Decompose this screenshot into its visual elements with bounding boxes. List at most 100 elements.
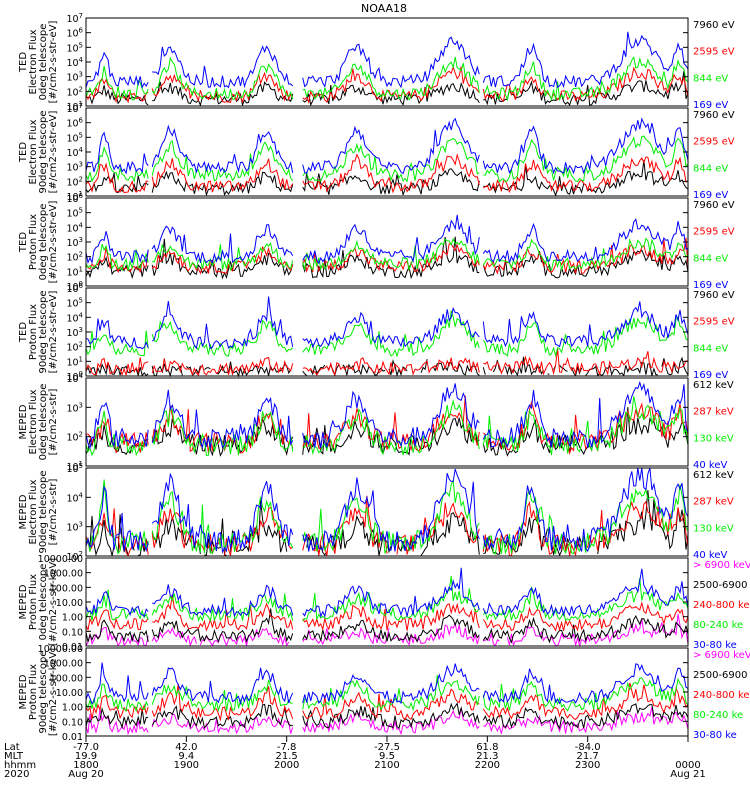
y-tick-label: 103 [66, 326, 83, 339]
y-axis-label-line: Proton Flux [28, 304, 39, 360]
legend-entry: 287 keV [693, 497, 734, 508]
y-tick-label: 105 [66, 41, 83, 54]
series-line-30-80-ke [85, 567, 689, 618]
panel-frame [85, 197, 689, 287]
x-tick-hhmm: 2200 [475, 760, 500, 771]
y-axis-label-line: 90deg telescope [38, 470, 49, 553]
y-tick-label: 101 [66, 355, 83, 368]
x-row-label: Lat [4, 742, 20, 753]
panel-7: 0.010.101.0010.00100.001000.0010000.00ME… [18, 554, 750, 653]
panel-plot-area [85, 31, 689, 107]
x-tick-lat: 42.0 [175, 742, 197, 753]
y-axis-label: MEPED Proton Flux 0deg telescope [#/cm2-s-s… [18, 558, 59, 646]
legend-entry: 612 keV [693, 380, 734, 391]
y-axis-label-line: Proton Flux [28, 214, 39, 270]
x-tick-hhmm: 2300 [575, 760, 600, 771]
legend-entry: 30-80 ke [693, 730, 737, 741]
series-line-844-ev [85, 310, 689, 358]
y-axis-label: TED Proton Flux 0deg telescope [#/cm2-s-str… [18, 201, 59, 284]
y-tick-label: 105 [66, 131, 83, 144]
x-tick-date: Aug 21 [670, 769, 705, 780]
y-tick-label: 102 [66, 341, 83, 354]
y-tick-label: 0.01 [62, 642, 83, 653]
legend-entry: 240-800 ke [693, 600, 750, 611]
series-line-240-800-ke [85, 594, 689, 632]
y-tick-label: 104 [66, 56, 83, 69]
legend-entry: 2500-6900 [693, 580, 748, 591]
legend-entry: 80-240 ke [693, 620, 743, 631]
y-axis-label-line: [#/cm2-s-str] [48, 388, 59, 455]
x-tick-hhmm: 0000 [675, 760, 700, 771]
y-tick-label: 0.01 [62, 732, 83, 743]
y-tick-label: 106 [66, 282, 83, 295]
legend-entry: 7960 eV [693, 200, 735, 211]
y-axis-label-line: [#/cm2-s-str-eV] [48, 201, 59, 284]
x-row-label: hhmm [4, 760, 36, 771]
panel-plot-area [85, 117, 689, 197]
series-line-169-ev [85, 296, 689, 350]
x-tick-lat: -27.5 [374, 742, 400, 753]
y-tick-label: 100.00 [50, 583, 83, 594]
y-tick-label: 102 [66, 431, 83, 444]
y-tick-label: 103 [66, 401, 83, 414]
legend-entry: 287 keV [693, 407, 734, 418]
y-axis-label-line: 90deg telescope [38, 290, 49, 373]
series-line-2595-ev [85, 153, 689, 194]
legend-entry: 612 keV [693, 470, 734, 481]
series-line-2595-ev [85, 65, 689, 104]
x-tick-mlt: 21.3 [476, 751, 498, 762]
y-tick-label: 102 [66, 85, 83, 98]
series-line-287-kev [85, 395, 689, 455]
y-tick-label: 104 [66, 311, 83, 324]
y-axis-label-line: [#/cm2-s-str-eV] [48, 111, 59, 194]
legend-entry: 7960 eV [693, 290, 735, 301]
y-tick-label: 102 [66, 550, 83, 563]
y-axis-label: MEPED Electron Flux 0deg telescope [#/cm2-s… [18, 384, 59, 461]
y-axis-label-line: 0deg telescope [38, 204, 49, 281]
panel-plot-area [85, 467, 689, 557]
y-tick-label: 106 [66, 117, 83, 130]
series-line--6900-kev [85, 614, 689, 648]
y-axis-label-line: [#/cm2-s-str-keV] [48, 558, 59, 646]
x-tick-mlt: 21.7 [577, 751, 599, 762]
y-axis-label-line: 0deg telescope [38, 384, 49, 461]
y-axis-label-line: TED [18, 232, 29, 253]
panel-5: 101 102 103 104 MEPED Electron Flux 0deg teles… [18, 372, 734, 473]
legend-entry: 130 keV [693, 523, 734, 534]
legend-entry: 7960 eV [693, 20, 735, 31]
y-tick-label: 10.00 [56, 598, 83, 609]
x-tick-hhmm: 2000 [274, 760, 299, 771]
x-row-label: MLT [4, 751, 24, 762]
x-tick-mlt: 9.4 [178, 751, 194, 762]
y-tick-label: 102 [66, 251, 83, 264]
y-tick-label: 0.10 [62, 627, 83, 638]
y-tick-label: 104 [66, 221, 83, 234]
y-tick-label: 106 [66, 192, 83, 205]
x-tick-mlt: 19.9 [75, 751, 97, 762]
x-tick-mlt: 9.5 [379, 751, 395, 762]
x-tick-hhmm: 2100 [374, 760, 399, 771]
series-line-2595-ev [85, 348, 689, 377]
y-axis-label-line: Proton Flux [28, 664, 39, 720]
legend-entry: 130 keV [693, 433, 734, 444]
legend-entry: 40 keV [693, 460, 727, 471]
y-tick-label: 102 [66, 175, 83, 188]
legend-entry: 2595 eV [693, 317, 735, 328]
y-axis-label-line: MEPED [18, 404, 29, 439]
legend-entry: 2500-6900 [693, 670, 748, 681]
y-axis-label: MEPED Proton Flux 90deg telescope [#/cm2-s-… [18, 648, 59, 736]
series-line-7960-ev [85, 160, 689, 197]
legend-entry: 80-240 ke [693, 710, 743, 721]
y-tick-label: 105 [66, 207, 83, 220]
series-line-844-ev [85, 237, 689, 272]
legend-entry: 169 eV [693, 190, 728, 201]
series-line-40-kev [85, 380, 689, 450]
y-tick-label: 0.10 [62, 717, 83, 728]
legend-entry: > 6900 keV [693, 560, 750, 571]
y-axis-label: TED Proton Flux 90deg telescope [#/cm2-s-st… [18, 290, 59, 373]
